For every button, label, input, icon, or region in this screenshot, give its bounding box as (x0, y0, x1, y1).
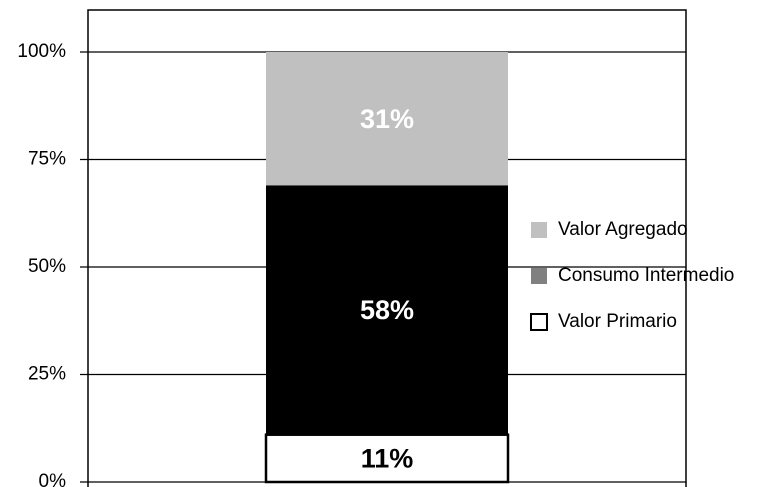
legend-swatch (531, 222, 547, 238)
legend-label: Valor Agregado (558, 219, 688, 240)
data-label: 58% (360, 295, 414, 325)
legend-label: Consumo Intermedio (558, 265, 734, 286)
data-label: 11% (361, 443, 414, 473)
legend-label: Valor Primario (558, 311, 677, 332)
legend-swatch (531, 268, 547, 284)
y-tick-label: 25% (28, 364, 66, 385)
y-tick-label: 100% (17, 41, 66, 62)
plot-frame (87, 9, 687, 487)
y-tick-label: 50% (28, 256, 66, 277)
legend-swatch (530, 313, 548, 331)
data-label: 31% (360, 104, 414, 134)
bar-segment (266, 52, 508, 186)
y-tick-label: 75% (28, 149, 66, 170)
bar-segment (266, 185, 508, 435)
y-tick-label: 0% (39, 471, 67, 487)
